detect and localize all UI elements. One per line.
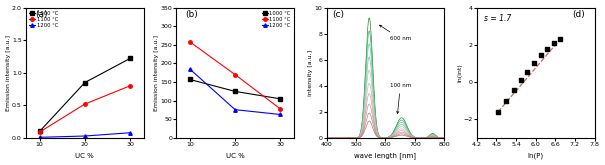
1000 °C — [36, 131, 43, 132]
1100 °C — [186, 41, 194, 43]
Line: 1200 °C: 1200 °C — [188, 67, 282, 116]
Y-axis label: Emission intensity [a.u.]: Emission intensity [a.u.] — [154, 35, 159, 111]
Line: 1100 °C: 1100 °C — [38, 84, 132, 134]
X-axis label: ln(P): ln(P) — [528, 153, 544, 159]
1100 °C — [276, 108, 284, 110]
X-axis label: wave length [nm]: wave length [nm] — [355, 153, 416, 159]
Point — [535, 54, 545, 56]
Point — [529, 62, 539, 65]
Line: 1100 °C: 1100 °C — [188, 40, 282, 111]
1000 °C — [232, 90, 239, 92]
1100 °C — [232, 74, 239, 76]
1200 °C — [276, 114, 284, 116]
1200 °C — [186, 68, 194, 70]
1200 °C — [126, 132, 134, 134]
Y-axis label: Emission intensity [a.u.]: Emission intensity [a.u.] — [5, 35, 10, 111]
Point — [509, 88, 519, 91]
1100 °C — [126, 85, 134, 87]
Text: 600 nm: 600 nm — [379, 25, 411, 41]
Legend: 1000 °C, 1100 °C, 1200 °C: 1000 °C, 1100 °C, 1200 °C — [28, 10, 59, 28]
1200 °C — [232, 109, 239, 111]
1000 °C — [186, 79, 194, 81]
1000 °C — [126, 57, 134, 59]
Point — [549, 42, 558, 44]
Text: 100 nm: 100 nm — [390, 83, 411, 114]
Line: 1000 °C: 1000 °C — [188, 78, 282, 101]
Y-axis label: ln(int): ln(int) — [457, 63, 462, 82]
X-axis label: UC %: UC % — [76, 153, 94, 159]
Text: s = 1.7: s = 1.7 — [484, 14, 511, 23]
X-axis label: UC %: UC % — [226, 153, 244, 159]
Point — [516, 79, 526, 82]
Point — [555, 38, 565, 41]
Point — [542, 48, 552, 51]
Text: (b): (b) — [186, 10, 198, 19]
1100 °C — [36, 131, 43, 133]
Legend: 1000 °C, 1100 °C, 1200 °C: 1000 °C, 1100 °C, 1200 °C — [261, 10, 292, 28]
Text: (a): (a) — [36, 10, 48, 19]
1200 °C — [81, 135, 88, 137]
Point — [502, 99, 511, 102]
1000 °C — [81, 82, 88, 83]
Text: (c): (c) — [332, 10, 344, 19]
Text: (d): (d) — [572, 10, 585, 19]
Line: 1200 °C: 1200 °C — [38, 131, 132, 139]
Line: 1000 °C: 1000 °C — [38, 57, 132, 133]
1000 °C — [276, 98, 284, 100]
1100 °C — [81, 103, 88, 105]
Y-axis label: intensity [a.u.]: intensity [a.u.] — [308, 50, 313, 96]
Point — [493, 111, 503, 113]
Point — [523, 70, 532, 73]
1200 °C — [36, 136, 43, 138]
